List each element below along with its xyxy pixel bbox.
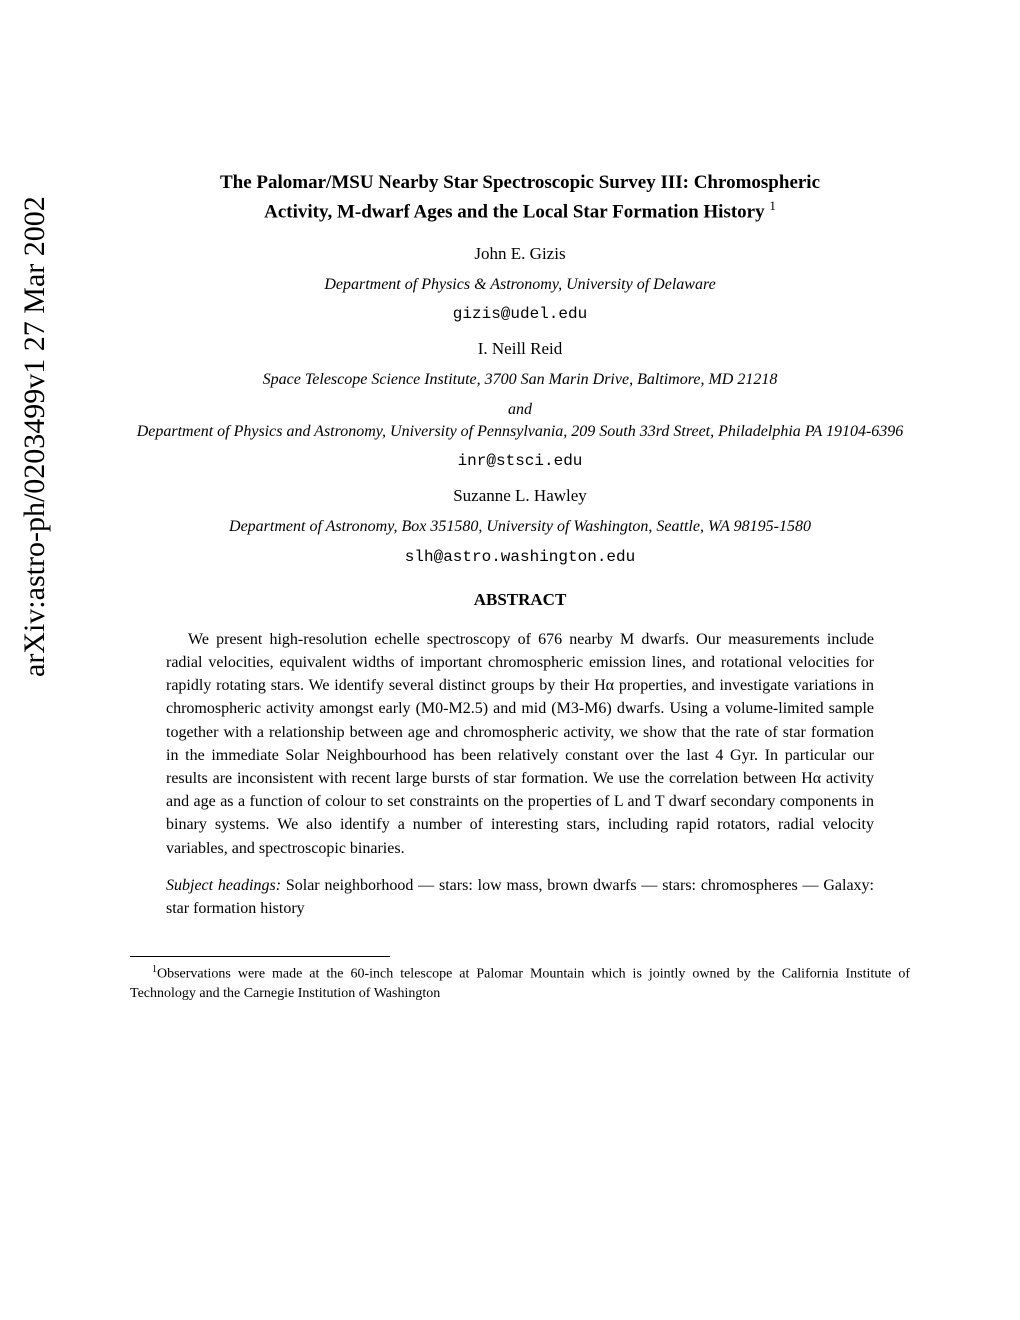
- author-affiliation-1: Department of Physics & Astronomy, Unive…: [130, 274, 910, 296]
- arxiv-identifier: arXiv:astro-ph/0203499v1 27 Mar 2002: [18, 196, 52, 677]
- author-affiliation-2a: Space Telescope Science Institute, 3700 …: [130, 369, 910, 391]
- footnote-separator: [130, 956, 390, 957]
- footnote-text: Observations were made at the 60-inch te…: [130, 967, 910, 1001]
- abstract-text: We present high-resolution echelle spect…: [130, 628, 910, 860]
- author-email-1: gizis@udel.edu: [130, 305, 910, 323]
- author-affiliation-3: Department of Astronomy, Box 351580, Uni…: [130, 516, 910, 538]
- footnote: 1Observations were made at the 60-inch t…: [130, 963, 910, 1003]
- author-affiliation-2-and: and: [130, 401, 910, 419]
- title-footnote-marker: 1: [769, 198, 776, 213]
- author-affiliation-2b: Department of Physics and Astronomy, Uni…: [130, 421, 910, 443]
- title-line-1: The Palomar/MSU Nearby Star Spectroscopi…: [220, 172, 820, 193]
- paper-content: The Palomar/MSU Nearby Star Spectroscopi…: [130, 170, 910, 1004]
- paper-title: The Palomar/MSU Nearby Star Spectroscopi…: [130, 170, 910, 226]
- abstract-heading: ABSTRACT: [130, 590, 910, 610]
- author-name-1: John E. Gizis: [130, 244, 910, 264]
- title-line-2: Activity, M-dwarf Ages and the Local Sta…: [264, 201, 764, 222]
- author-name-3: Suzanne L. Hawley: [130, 486, 910, 506]
- author-name-2: I. Neill Reid: [130, 339, 910, 359]
- subject-headings-label: Subject headings:: [166, 877, 281, 894]
- subject-headings: Subject headings: Solar neighborhood — s…: [130, 874, 910, 920]
- author-email-3: slh@astro.washington.edu: [130, 548, 910, 566]
- author-email-2: inr@stsci.edu: [130, 452, 910, 470]
